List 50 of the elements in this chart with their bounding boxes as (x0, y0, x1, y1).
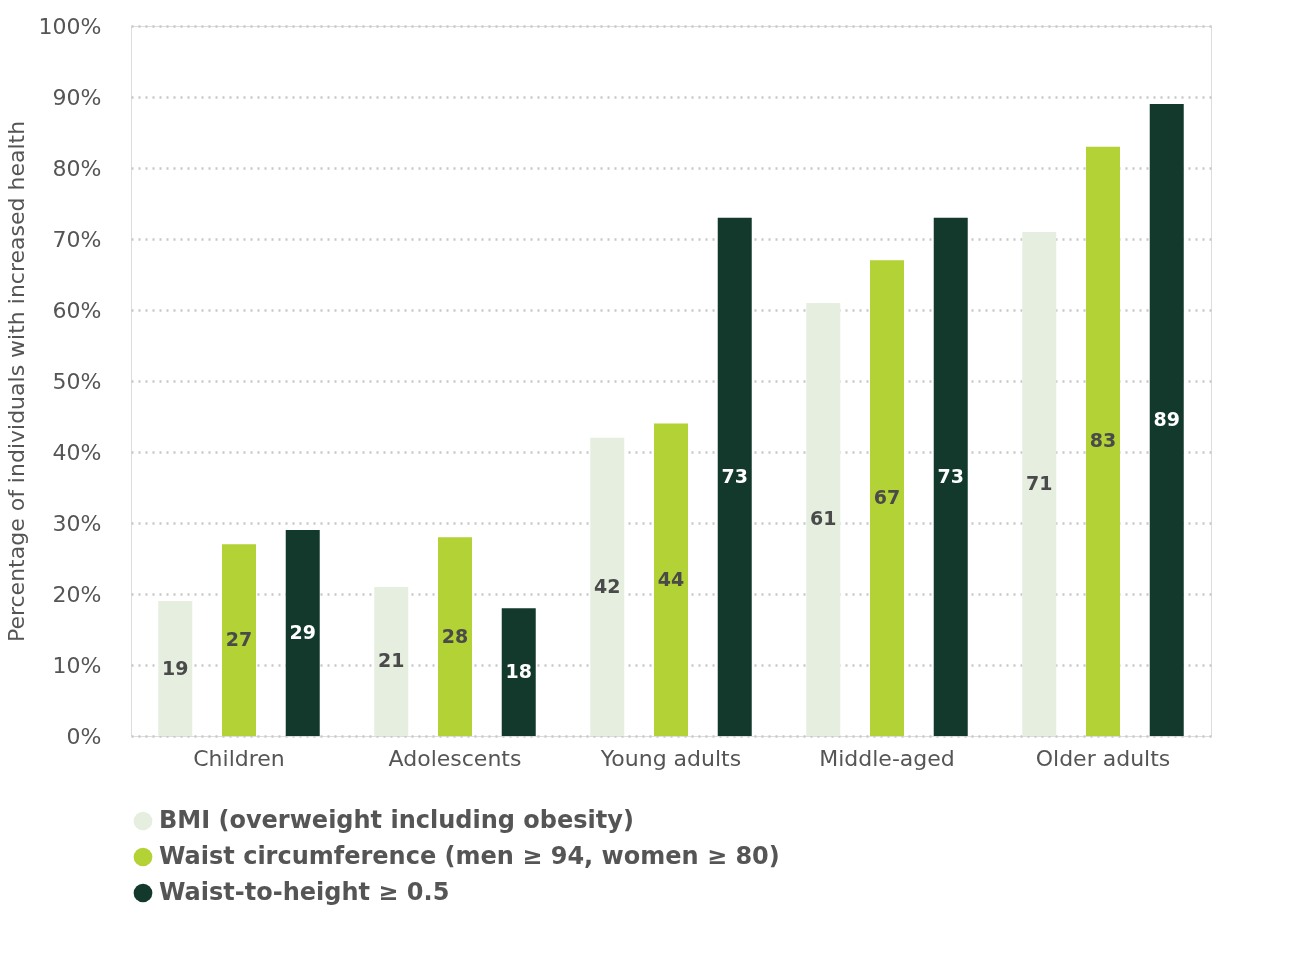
data-label: 21 (378, 649, 405, 672)
y-tick-label: 50% (52, 368, 102, 394)
bar (717, 217, 752, 736)
y-tick-label: 0% (66, 723, 102, 749)
data-label: 18 (505, 660, 532, 683)
bar (438, 537, 472, 736)
data-label: 28 (441, 624, 469, 647)
data-label: 61 (810, 507, 837, 530)
y-tick-label: 60% (52, 297, 102, 323)
data-label: 73 (937, 464, 964, 487)
data-label: 83 (1089, 429, 1117, 452)
y-tick-label: 90% (52, 84, 102, 110)
data-label: 29 (289, 621, 316, 644)
data-label: 27 (225, 628, 253, 651)
legend-label: Waist-to-height ≥ 0.5 (159, 878, 450, 906)
bar (285, 530, 320, 736)
y-tick-label: 100% (38, 13, 102, 39)
y-tick-label: 20% (52, 581, 102, 607)
bar (806, 302, 841, 736)
x-tick-label: Young adults (599, 745, 742, 771)
bar (222, 544, 256, 736)
bar (1086, 146, 1120, 736)
data-label: 44 (657, 567, 685, 590)
bar (1022, 231, 1057, 736)
x-tick-label: Middle-aged (819, 745, 955, 771)
y-tick-label: 10% (52, 652, 102, 678)
bar (870, 260, 904, 736)
y-tick-label: 70% (52, 226, 102, 252)
data-label: 71 (1026, 471, 1053, 494)
data-label: 42 (594, 574, 621, 597)
bar (933, 217, 968, 736)
bar (590, 437, 625, 736)
x-tick-label: Children (193, 745, 285, 771)
bar (1149, 104, 1184, 736)
bar (501, 608, 536, 736)
x-tick-label: Older adults (1035, 745, 1171, 771)
data-label: 89 (1153, 408, 1180, 431)
y-tick-label: 80% (52, 155, 102, 181)
y-axis-title: Percentage of individuals with increased health (3, 120, 29, 643)
x-tick-label: Adolescents (388, 745, 522, 771)
data-label: 19 (162, 656, 189, 679)
bar (158, 601, 193, 736)
legend-label: Waist circumference (men ≥ 94, women ≥ 80) (159, 842, 780, 870)
data-label: 73 (721, 464, 748, 487)
y-tick-label: 30% (52, 510, 102, 536)
data-label: 67 (873, 486, 901, 509)
legend-label: BMI (overweight including obesity) (159, 806, 634, 834)
bar (374, 586, 409, 736)
bar (654, 423, 688, 736)
y-tick-label: 40% (52, 439, 102, 465)
